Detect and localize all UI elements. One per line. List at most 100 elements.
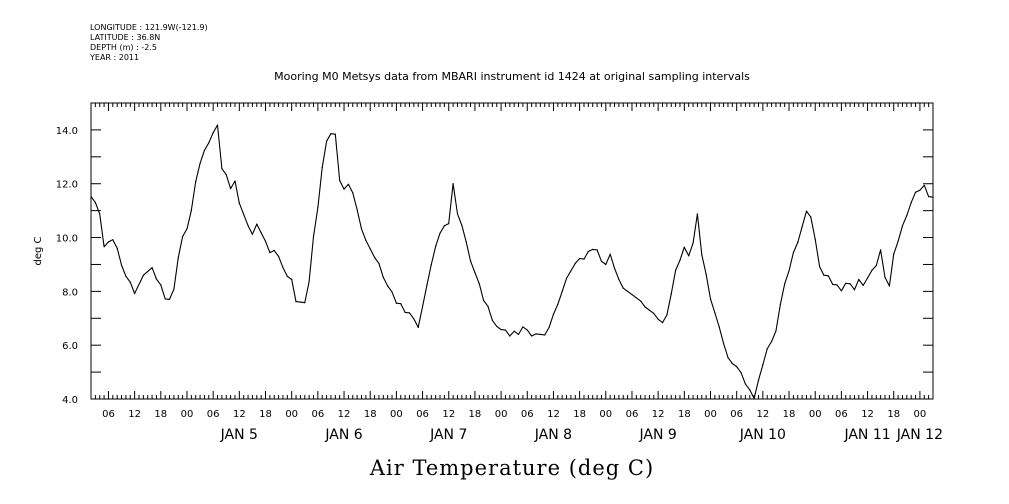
- data-point: [714, 312, 716, 314]
- data-point: [522, 326, 524, 328]
- data-point: [203, 149, 205, 151]
- data-point: [374, 256, 376, 259]
- data-point: [688, 255, 690, 257]
- data-point: [827, 275, 829, 277]
- data-point: [858, 278, 860, 281]
- data-point: [914, 191, 917, 193]
- data-point: [723, 343, 725, 345]
- x-tick-label: 06: [102, 409, 115, 420]
- data-point: [775, 330, 777, 332]
- series-layer: [90, 124, 934, 400]
- data-point: [836, 284, 838, 286]
- x-tick-label: 06: [416, 409, 429, 420]
- data-point: [308, 281, 310, 283]
- data-point: [378, 262, 380, 264]
- data-point: [579, 257, 581, 260]
- data-point: [539, 333, 542, 335]
- data-point: [648, 309, 651, 311]
- data-point: [788, 270, 790, 272]
- data-point: [526, 329, 528, 331]
- x-tick-label: 00: [599, 409, 612, 420]
- meta-longitude: LONGITUDE : 121.9W(-121.9): [90, 23, 208, 32]
- data-point: [583, 258, 585, 260]
- data-point: [125, 275, 127, 277]
- data-point: [195, 181, 197, 183]
- data-point: [814, 238, 816, 240]
- data-point: [391, 291, 393, 293]
- data-point: [552, 313, 555, 316]
- data-point: [347, 183, 349, 185]
- data-point: [173, 288, 175, 290]
- data-point: [413, 318, 415, 320]
- x-tick-label: 18: [783, 409, 796, 420]
- data-point: [243, 213, 245, 215]
- data-point: [531, 335, 533, 337]
- data-point: [256, 223, 258, 225]
- data-point: [155, 278, 157, 280]
- y-tick-label: 10.0: [56, 234, 78, 245]
- data-point: [395, 302, 397, 304]
- data-point: [339, 179, 341, 182]
- data-point: [561, 290, 563, 292]
- x-tick-label: 12: [442, 409, 455, 420]
- x-tick-label: 00: [809, 409, 822, 420]
- data-point: [709, 298, 712, 300]
- data-point: [120, 264, 123, 266]
- data-point: [779, 304, 781, 306]
- data-point: [509, 335, 511, 337]
- data-point: [260, 232, 262, 234]
- data-point: [557, 303, 559, 305]
- x-tick-label: 00: [285, 409, 298, 420]
- data-point: [317, 206, 319, 208]
- data-point: [504, 329, 507, 331]
- data-point: [116, 247, 118, 249]
- data-point: [919, 189, 921, 191]
- data-point: [596, 249, 598, 251]
- data-point: [282, 267, 284, 269]
- data-point: [400, 303, 402, 305]
- x-tick-label: 00: [914, 409, 927, 420]
- data-point: [190, 210, 192, 212]
- x-axis-label: Air Temperature (deg C): [369, 456, 654, 480]
- data-point: [435, 245, 437, 247]
- plot-frame: [90, 102, 934, 400]
- data-point: [675, 269, 677, 271]
- data-point: [426, 284, 428, 286]
- data-point: [622, 287, 624, 289]
- x-tick-label: 00: [390, 409, 403, 420]
- data-point: [365, 239, 367, 241]
- x-tick-label: 00: [495, 409, 508, 420]
- data-point: [387, 285, 389, 287]
- data-point: [177, 256, 179, 259]
- data-point: [465, 241, 467, 243]
- data-point: [478, 283, 480, 285]
- data-point: [212, 132, 214, 134]
- data-point: [330, 133, 332, 135]
- data-point: [168, 298, 171, 300]
- data-point: [819, 266, 821, 268]
- data-point: [871, 269, 873, 271]
- data-point: [273, 249, 275, 252]
- data-point: [483, 299, 485, 302]
- data-point: [893, 253, 895, 255]
- data-point: [666, 314, 668, 316]
- x-tick-label: 06: [311, 409, 324, 420]
- data-point: [740, 372, 742, 374]
- data-point: [208, 142, 210, 144]
- data-point: [627, 290, 629, 292]
- data-point: [679, 259, 681, 261]
- x-tick-label: 12: [338, 409, 351, 420]
- data-point: [618, 278, 620, 281]
- x-tick-label: 18: [887, 409, 900, 420]
- x-tick-label: 12: [128, 409, 141, 420]
- data-point: [823, 274, 825, 276]
- data-point: [422, 305, 424, 307]
- x-tick-label: 12: [861, 409, 874, 420]
- data-point: [417, 326, 419, 328]
- data-point: [932, 196, 934, 198]
- data-point: [570, 270, 572, 272]
- data-point: [142, 274, 144, 276]
- x-day-label: JAN 8: [534, 427, 572, 443]
- data-point: [230, 188, 232, 190]
